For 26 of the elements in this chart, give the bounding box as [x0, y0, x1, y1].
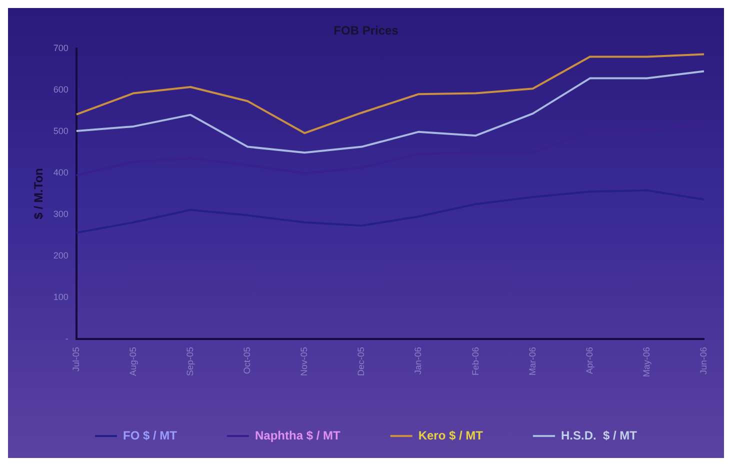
x-tick-label: Nov-05 [299, 346, 310, 376]
legend-label: Kero $ / MT [418, 428, 484, 442]
legend-label: Naphtha $ / MT [254, 428, 341, 442]
x-tick-label: Feb-06 [470, 346, 480, 376]
x-tick-label: Oct-05 [242, 346, 252, 374]
y-axis-title: $ / M.Ton [32, 168, 46, 220]
y-tick-label: 100 [53, 292, 68, 302]
x-tick-label: Mar-06 [527, 346, 538, 376]
legend-label: FO $ / MT [122, 428, 178, 442]
x-tick-label: May-06 [641, 346, 652, 378]
x-tick-label: Dec-05 [356, 346, 366, 376]
y-tick-label: 300 [53, 208, 68, 219]
y-tick-label: 400 [53, 167, 68, 178]
y-tick-label: 600 [53, 84, 68, 94]
legend-label: H.S.D. $ / MT [561, 428, 638, 442]
x-tick-label: Aug-05 [128, 346, 138, 376]
x-tick-label: Sep-05 [185, 346, 196, 376]
y-tick-label: - [65, 333, 68, 344]
x-tick-label: Jul-05 [70, 346, 81, 372]
y-tick-label: 700 [53, 42, 68, 53]
y-tick-label: 500 [53, 126, 68, 136]
y-tick-label: 200 [53, 250, 68, 260]
chart-title: FOB Prices [334, 24, 399, 38]
x-tick-label: Jun-06 [698, 346, 708, 375]
x-tick-label: Apr-06 [584, 346, 594, 374]
x-tick-label: Jan-06 [413, 346, 424, 375]
